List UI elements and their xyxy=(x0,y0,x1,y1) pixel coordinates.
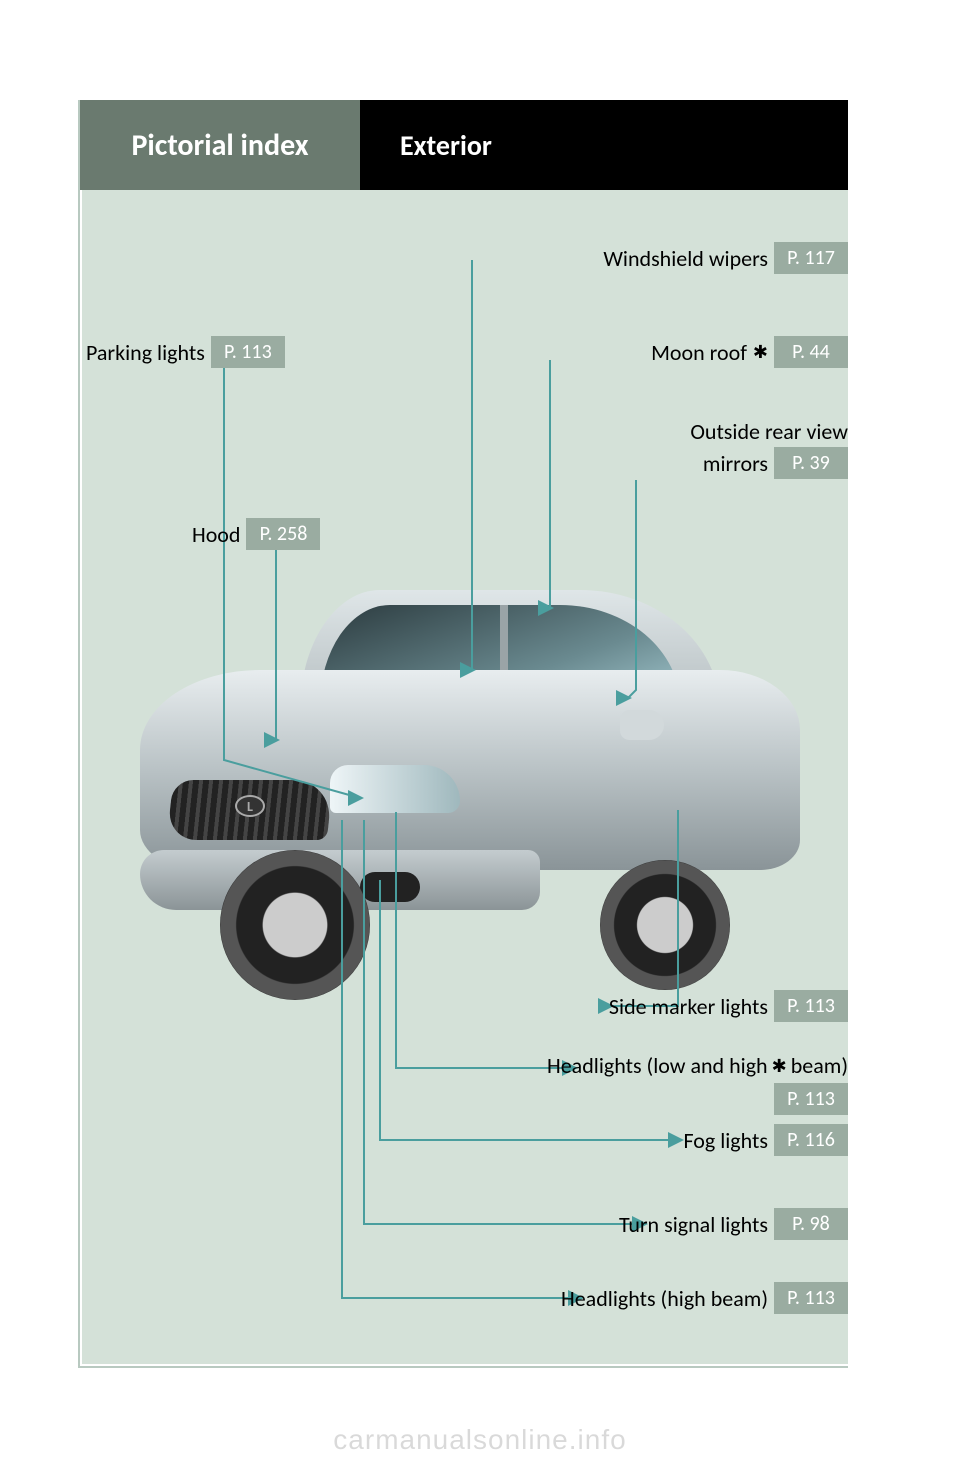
label: Moon roof xyxy=(651,339,747,366)
callout-parking-lights: Parking lights P. 113 xyxy=(86,336,285,368)
callout-hood: Hood P. 258 xyxy=(192,518,320,550)
callout-headlights-lowhigh: Headlights (low and high ✱ beam) P. 113 xyxy=(547,1052,848,1115)
page-ref: P. 39 xyxy=(774,447,848,479)
callout-fog-lights: Fog lights P. 116 xyxy=(683,1124,848,1156)
page-ref: P. 44 xyxy=(774,336,848,368)
callout-headlights-high: Headlights (high beam) P. 113 xyxy=(561,1282,848,1314)
label-post: beam) xyxy=(791,1052,848,1079)
callout-side-marker: Side marker lights P. 113 xyxy=(609,990,848,1022)
callout-moon-roof: Moon roof ✱ P. 44 xyxy=(651,336,848,368)
callout-outside-mirrors: Outside rear view mirrors P. 39 xyxy=(690,418,848,479)
watermark: carmanualsonline.info xyxy=(0,1424,960,1456)
car-illustration: L xyxy=(100,550,840,980)
page-ref: P. 258 xyxy=(246,518,320,550)
header-left: Pictorial index xyxy=(80,100,360,190)
label-pre: Headlights (low and high xyxy=(547,1052,768,1079)
label: Hood xyxy=(192,521,240,548)
label: Fog lights xyxy=(683,1127,768,1154)
label: Side marker lights xyxy=(609,993,768,1020)
page-ref: P. 113 xyxy=(774,1282,848,1314)
page-ref: P. 116 xyxy=(774,1124,848,1156)
asterisk-icon: ✱ xyxy=(772,1055,787,1077)
label: Windshield wipers xyxy=(603,245,768,272)
label: Turn signal lights xyxy=(619,1211,768,1238)
asterisk-icon: ✱ xyxy=(753,341,768,363)
page-ref: P. 113 xyxy=(211,336,285,368)
page-ref: P. 113 xyxy=(774,990,848,1022)
label: Parking lights xyxy=(86,339,205,366)
page-ref: P. 117 xyxy=(774,242,848,274)
header-right: Exterior xyxy=(360,100,848,190)
label-line2: mirrors xyxy=(703,450,768,477)
label-line1: Outside rear view xyxy=(690,418,848,445)
page-ref: P. 113 xyxy=(774,1083,848,1115)
manual-page: Pictorial index Exterior L Parking light… xyxy=(78,100,848,1368)
callout-windshield-wipers: Windshield wipers P. 117 xyxy=(603,242,848,274)
label: Headlights (high beam) xyxy=(561,1285,768,1312)
callout-turn-signal: Turn signal lights P. 98 xyxy=(619,1208,848,1240)
page-header: Pictorial index Exterior xyxy=(80,100,848,190)
page-ref: P. 98 xyxy=(774,1208,848,1240)
